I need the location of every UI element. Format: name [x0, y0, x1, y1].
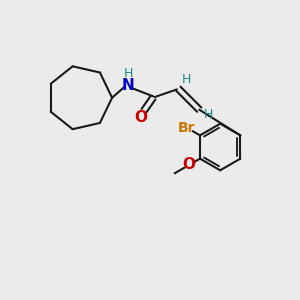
Text: H: H [182, 73, 191, 86]
Text: H: H [124, 68, 133, 80]
Text: O: O [183, 158, 196, 172]
Text: H: H [203, 108, 213, 121]
Text: Br: Br [178, 121, 195, 135]
Text: N: N [121, 78, 134, 93]
Text: O: O [134, 110, 148, 125]
